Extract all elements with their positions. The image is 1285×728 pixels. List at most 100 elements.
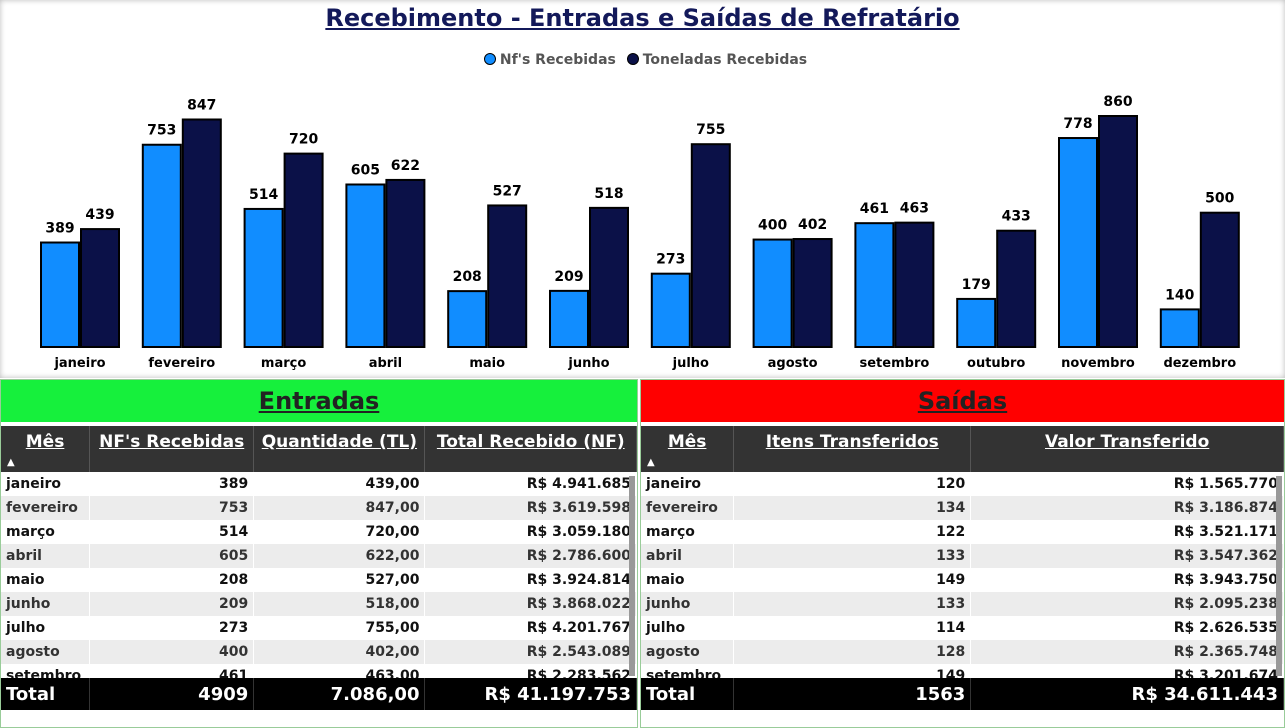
total-cell: 4909 [89,678,255,710]
bar-dezembro-1[interactable] [1199,211,1240,348]
table-row[interactable]: janeiro 120 R$ 1.565.770 [641,472,1284,496]
table-row[interactable]: setembro 461 463,00 R$ 2.283.562 [1,664,637,678]
legend-dot-nf [483,53,496,65]
x-tick-label: dezembro [1163,356,1236,371]
data-label: 209 [554,269,583,285]
total-cell: Total [1,678,91,710]
column-header[interactable]: Valor Transferido [970,426,1284,472]
cell: junho [641,592,735,616]
x-tick-label: agosto [768,356,818,371]
table-row[interactable]: julho 114 R$ 2.626.535 [641,616,1284,640]
table-row[interactable]: setembro 149 R$ 3.201.674 [641,664,1284,678]
scrollbar[interactable] [629,476,635,676]
bar-novembro-0[interactable] [1058,137,1098,348]
column-header[interactable]: Mês ▲ [641,426,735,472]
bar-junho-1[interactable] [589,206,629,348]
table-row[interactable]: maio 149 R$ 3.943.750 [641,568,1284,592]
cell: 134 [733,496,972,520]
table-row[interactable]: abril 133 R$ 3.547.362 [641,544,1284,568]
bar-agosto-1[interactable] [792,238,833,349]
cell: R$ 2.786.600 [424,544,637,568]
table-row[interactable]: abril 605 622,00 R$ 2.786.600 [1,544,637,568]
saidas-panel: Saídas Mês ▲ Itens Transferidos Valor Trans… [640,379,1285,728]
table-row[interactable]: agosto 128 R$ 2.365.748 [641,640,1284,664]
cell: janeiro [641,472,735,496]
data-label: 400 [758,218,787,234]
legend-dot-ton [626,53,639,65]
cell: R$ 3.868.022 [424,592,637,616]
data-label: 622 [391,158,420,174]
saidas-title: Saídas [641,380,1284,422]
cell: setembro [641,664,735,678]
column-header[interactable]: Mês ▲ [1,426,91,472]
cell: R$ 4.201.767 [424,616,637,640]
bar-janeiro-1[interactable] [80,228,120,349]
table-row[interactable]: março 514 720,00 R$ 3.059.180 [1,520,637,544]
cell: 847,00 [253,496,426,520]
cell: agosto [641,640,735,664]
cell: R$ 2.365.748 [970,640,1284,664]
cell: 208 [89,568,255,592]
bar-fevereiro-1[interactable] [181,118,222,348]
bar-agosto-0[interactable] [752,238,793,348]
bar-maio-1[interactable] [487,204,528,348]
saidas-table: Mês ▲ Itens Transferidos Valor Transferido [641,426,1284,472]
cell: 400 [89,640,255,664]
column-header[interactable]: Quantidade (TL) [253,426,426,472]
cell: março [1,520,91,544]
table-row[interactable]: julho 273 755,00 R$ 4.201.767 [1,616,637,640]
data-label: 389 [45,221,74,237]
data-label: 179 [962,277,991,293]
table-row[interactable]: junho 133 R$ 2.095.238 [641,592,1284,616]
table-row[interactable]: maio 208 527,00 R$ 3.924.814 [1,568,637,592]
cell: 149 [733,568,972,592]
bar-abril-0[interactable] [345,183,386,348]
bar-março-1[interactable] [283,152,324,348]
total-cell: Total [641,678,735,710]
bar-janeiro-0[interactable] [40,241,80,348]
cell: R$ 3.059.180 [424,520,637,544]
cell: R$ 2.626.535 [970,616,1284,640]
column-header[interactable]: NF's Recebidas [89,426,255,472]
bar-setembro-0[interactable] [854,222,895,348]
table-row[interactable]: fevereiro 134 R$ 3.186.874 [641,496,1284,520]
bar-dezembro-0[interactable] [1159,308,1200,349]
data-label: 778 [1063,116,1092,132]
bar-maio-0[interactable] [447,290,488,348]
bar-setembro-1[interactable] [894,221,935,348]
scrollbar[interactable] [1276,476,1282,676]
cell: fevereiro [641,496,735,520]
data-label: 433 [1002,209,1031,225]
x-tick-label: outubro [967,356,1025,371]
bar-abril-1[interactable] [385,178,426,348]
entradas-table: Mês ▲ NF's Recebidas Quantidade (TL) Total R… [1,426,637,472]
cell: junho [1,592,91,616]
bar-julho-1[interactable] [690,143,731,348]
bar-julho-0[interactable] [650,272,691,348]
table-row[interactable]: janeiro 389 439,00 R$ 4.941.685 [1,472,637,496]
cell: 120 [733,472,972,496]
table-row[interactable]: fevereiro 753 847,00 R$ 3.619.598 [1,496,637,520]
legend-ton[interactable]: Toneladas Recebidas [642,52,808,68]
bar-outubro-1[interactable] [996,229,1037,348]
bar-fevereiro-0[interactable] [141,143,182,348]
cell: setembro [1,664,91,678]
bar-novembro-1[interactable] [1098,115,1138,348]
table-row[interactable]: agosto 400 402,00 R$ 2.543.089 [1,640,637,664]
data-label: 140 [1165,287,1194,303]
entradas-panel: Entradas Mês ▲ NF's Recebidas Quantidade (T… [0,379,638,728]
bar-outubro-0[interactable] [956,297,997,348]
sort-asc-icon[interactable]: ▲ [647,457,655,468]
data-label: 527 [493,183,522,199]
cell: julho [1,616,91,640]
cell: 605 [89,544,255,568]
table-row[interactable]: junho 209 518,00 R$ 3.868.022 [1,592,637,616]
bar-março-0[interactable] [243,207,284,348]
column-header[interactable]: Total Recebido (NF) [424,426,637,472]
table-row[interactable]: março 122 R$ 3.521.171 [641,520,1284,544]
cell: 133 [733,592,972,616]
column-header[interactable]: Itens Transferidos [733,426,972,472]
sort-asc-icon[interactable]: ▲ [7,457,15,468]
bar-junho-0[interactable] [549,289,589,349]
legend-nf[interactable]: Nf's Recebidas [499,52,616,68]
